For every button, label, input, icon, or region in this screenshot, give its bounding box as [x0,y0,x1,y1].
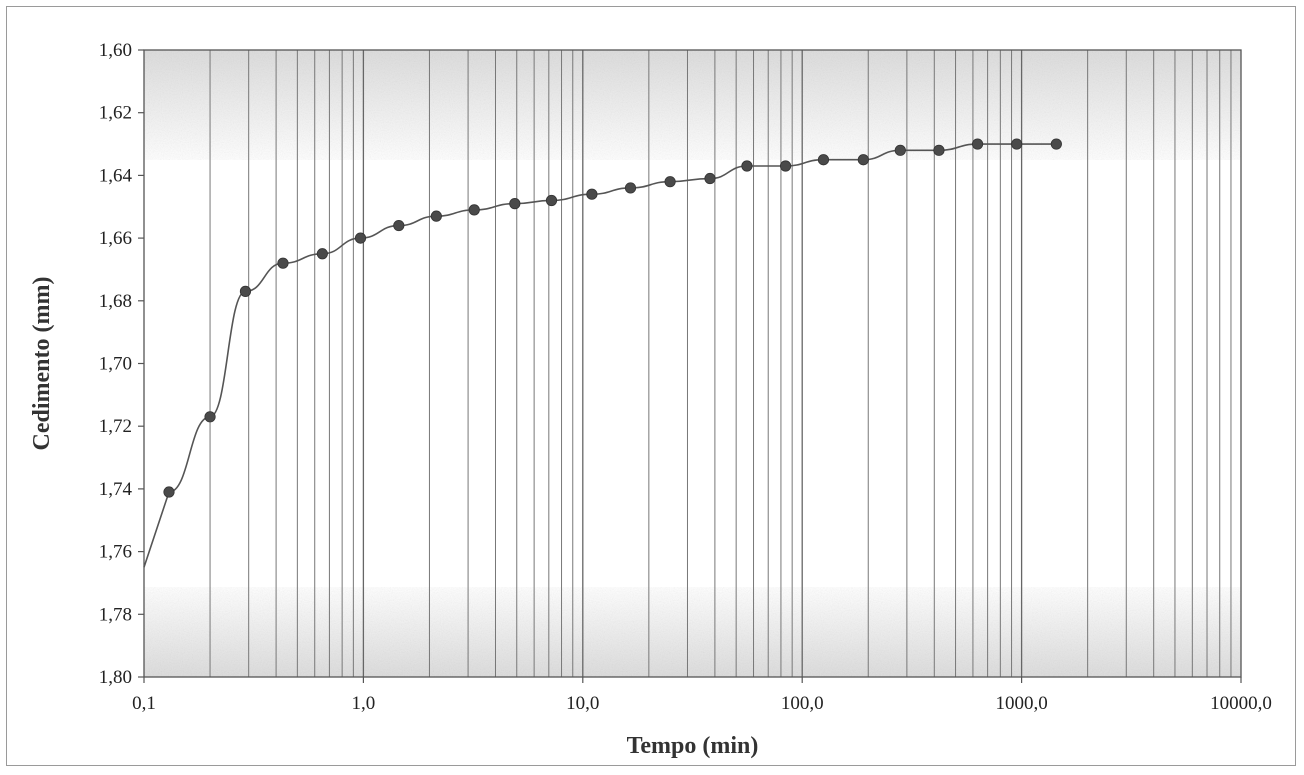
data-point [971,138,984,150]
y-tick-label: 1,64 [99,165,133,186]
y-tick-label: 1,60 [99,40,132,61]
y-tick-label: 1,70 [99,354,132,375]
data-point [468,204,480,216]
data-point [704,172,716,185]
data-point [741,160,753,172]
plot-grain-bottom [144,587,1241,677]
data-point [316,248,328,260]
data-point [204,411,216,423]
y-tick-label: 1,62 [99,103,132,124]
data-point [664,176,676,188]
y-tick-label: 1,72 [99,416,132,437]
x-tick-label: 10,0 [566,693,599,714]
data-point [509,198,521,210]
data-point [779,160,792,172]
data-point [624,182,637,194]
plot-grain-top [144,50,1241,160]
data-point [1011,138,1023,150]
y-tick-label: 1,78 [99,604,132,625]
y-axis-title: Cedimento (mm) [29,277,55,451]
data-point [545,194,558,207]
data-point [817,154,830,166]
data-point [163,486,175,498]
axes [138,49,1242,683]
x-tick-label: 1000,0 [995,693,1047,714]
data-series [143,138,1062,568]
y-tick-label: 1,80 [99,667,132,688]
data-point [239,285,252,297]
data-point [586,188,598,200]
data-point [354,232,367,244]
x-axis-title: Tempo (min) [627,733,759,759]
y-tick-label: 1,66 [99,228,132,249]
data-point [933,144,945,156]
x-tick-label: 10000,0 [1210,693,1272,714]
data-point [1050,138,1062,150]
vertical-gridlines [209,50,1232,677]
data-point [857,154,869,166]
y-tick-label: 1,74 [99,479,133,500]
data-point [430,210,442,222]
tick-labels: 1,60 1,62 1,64 1,66 1,68 1,70 1,72 1,74 1,76 1,78… [99,40,1272,714]
chart-frame: 1,60 1,62 1,64 1,66 1,68 1,70 1,72 1,74 1,76 1,78… [6,6,1296,766]
x-tick-label: 1,0 [352,693,376,714]
data-point [894,144,906,156]
y-tick-label: 1,76 [99,542,132,563]
settlement-time-chart: 1,60 1,62 1,64 1,66 1,68 1,70 1,72 1,74 1,76 1,78… [29,40,1272,759]
y-tick-label: 1,68 [99,291,132,312]
x-tick-label: 0,1 [132,693,156,714]
data-point [277,257,289,269]
x-tick-label: 100,0 [781,693,824,714]
data-point [393,219,405,232]
plot-background [144,50,1241,677]
